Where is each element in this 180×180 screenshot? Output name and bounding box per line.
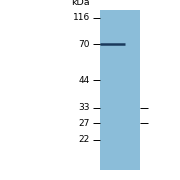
Text: 27: 27 (79, 119, 90, 128)
Text: 44: 44 (79, 76, 90, 85)
Text: 116: 116 (73, 14, 90, 22)
Text: kDa: kDa (71, 0, 90, 7)
Bar (100, 10, 140, 170)
Text: 22: 22 (79, 135, 90, 144)
Text: 70: 70 (78, 40, 90, 49)
Text: 33: 33 (78, 103, 90, 112)
